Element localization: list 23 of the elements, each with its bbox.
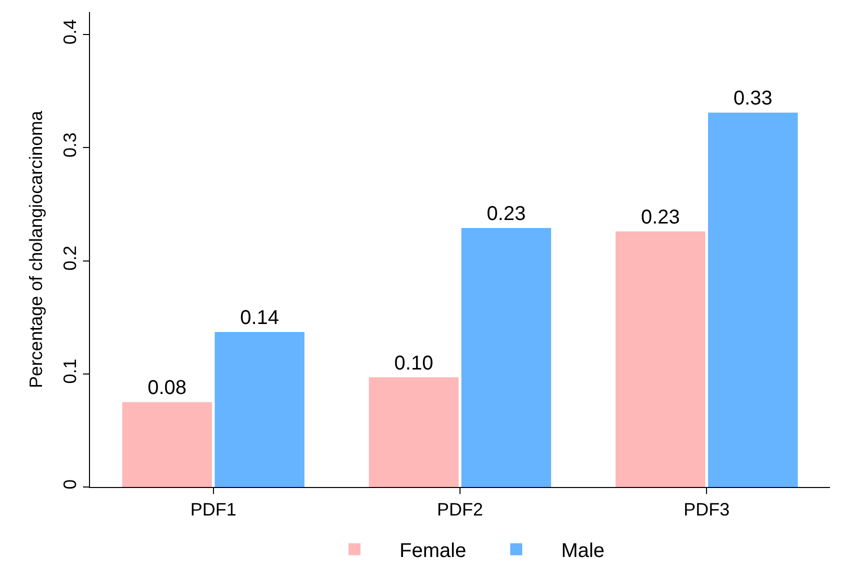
- bar: [214, 332, 304, 487]
- bar: [122, 402, 212, 487]
- legend-label: Male: [561, 540, 605, 562]
- y-tick-label: 0.2: [60, 246, 80, 271]
- legend-label: Female: [400, 540, 466, 562]
- bar: [708, 112, 798, 487]
- data-label: 0.14: [240, 307, 280, 330]
- y-tick-label: 0.3: [60, 132, 80, 158]
- data-label: 0.10: [394, 352, 434, 374]
- data-label: 0.23: [640, 206, 680, 228]
- data-label: 0.08: [148, 377, 187, 400]
- x-tick-label: PDF1: [190, 500, 236, 520]
- y-axis-title: Percentage of cholangiocarcinoma: [26, 110, 46, 388]
- x-tick-label: PDF2: [436, 500, 484, 520]
- bar: [368, 377, 459, 487]
- data-label: 0.33: [733, 88, 772, 110]
- y-tick-label: 0: [60, 479, 80, 490]
- bar: [461, 228, 552, 487]
- y-tick-label: 0.1: [60, 358, 80, 384]
- x-tick-label: PDF3: [684, 500, 730, 520]
- bar: [616, 231, 706, 487]
- y-tick-label: 0.4: [60, 19, 80, 44]
- data-label: 0.23: [486, 203, 526, 226]
